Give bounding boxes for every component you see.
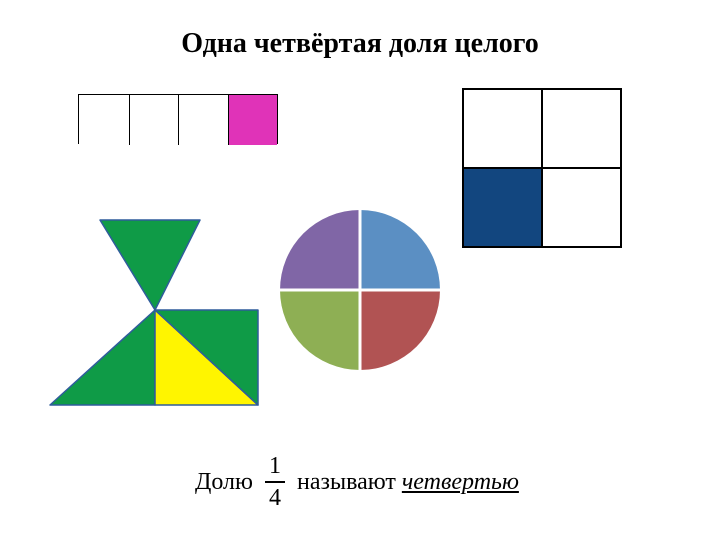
caption-fraction: 1 4 xyxy=(265,452,285,512)
pie-chart xyxy=(276,206,444,379)
fraction-denominator: 4 xyxy=(265,484,285,512)
square-cell-2 xyxy=(542,89,621,168)
triangle-svg xyxy=(40,180,270,440)
triangle-figure xyxy=(40,180,270,445)
strip-cell-3 xyxy=(178,95,228,145)
square-cell-3 xyxy=(463,168,542,247)
fraction-numerator: 1 xyxy=(265,452,285,480)
strip-cell-1 xyxy=(79,95,129,145)
square-2x2 xyxy=(462,88,622,248)
caption-before: Долю xyxy=(195,469,253,496)
fraction-bar xyxy=(265,481,285,483)
square-cell-1 xyxy=(463,89,542,168)
strip-cell-4 xyxy=(228,95,278,145)
page-title: Одна четвёртая доля целого xyxy=(0,28,720,60)
caption-after: называют четвертью xyxy=(297,469,519,496)
square-cell-4 xyxy=(542,168,621,247)
caption-after-underlined: четвертью xyxy=(402,469,519,495)
caption: Долю 1 4 называют четвертью xyxy=(195,452,519,512)
rectangle-strip xyxy=(78,94,278,144)
strip-cell-2 xyxy=(129,95,179,145)
pie-svg xyxy=(276,206,444,374)
caption-after-plain: называют xyxy=(297,469,402,495)
